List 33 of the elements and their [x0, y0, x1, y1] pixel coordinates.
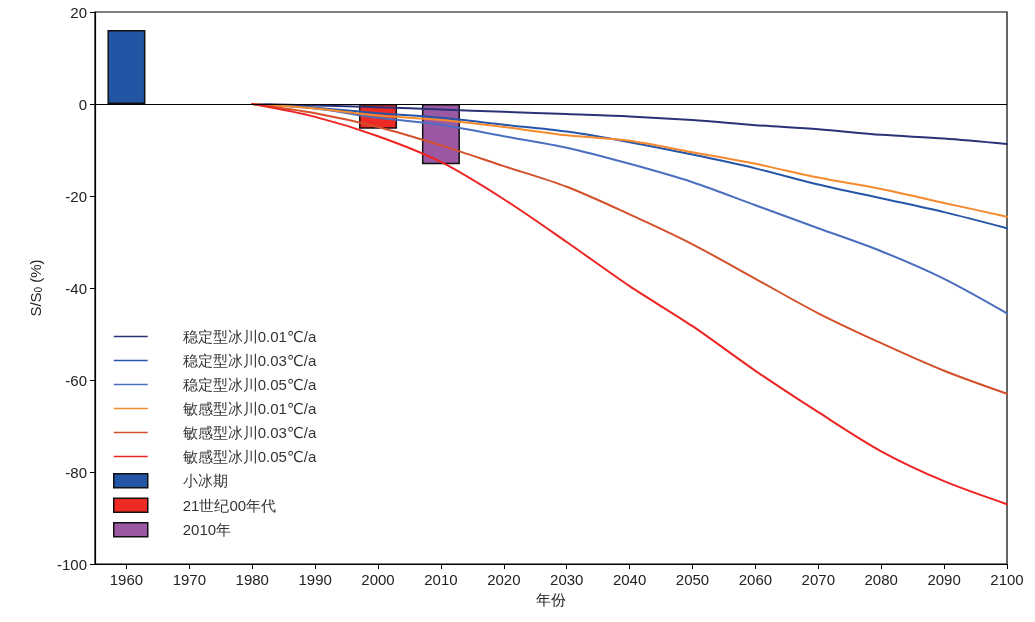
x-tick-label: 2060 [738, 571, 773, 588]
y-tick-label: -80 [65, 463, 87, 481]
legend-label: 小冰期 [182, 472, 228, 490]
x-axis-title: 年份 [536, 590, 566, 608]
x-tick-label: 2050 [675, 571, 710, 588]
x-tick-label: 2100 [990, 571, 1024, 588]
x-tick-label: 2030 [550, 571, 584, 588]
y-tick-label: -20 [65, 187, 87, 205]
x-tick-label: 2010 [424, 571, 458, 588]
x-tick-label: 1980 [235, 571, 269, 588]
y-axis-title: S/S0 (%) [27, 259, 44, 317]
x-tick-label: 2000 [361, 571, 395, 588]
legend-label: 稳定型冰川0.03℃/a [182, 352, 317, 369]
y-tick-label: 0 [78, 95, 87, 113]
x-tick-label: 1970 [172, 571, 207, 588]
legend-label: 2010年 [182, 521, 232, 539]
legend-label: 敏感型冰川0.05℃/a [182, 448, 317, 465]
legend-label: 稳定型冰川0.01℃/a [182, 328, 317, 345]
y-tick-label: -40 [65, 279, 87, 297]
x-tick-label: 2090 [927, 571, 961, 588]
x-tick-label: 1990 [298, 571, 332, 588]
legend-label: 稳定型冰川0.05℃/a [182, 376, 317, 393]
legend-label: 21世纪00年代 [182, 496, 277, 514]
legend-label: 敏感型冰川0.01℃/a [182, 400, 317, 417]
x-tick-label: 2080 [864, 571, 898, 588]
legend-label: 敏感型冰川0.03℃/a [182, 424, 317, 441]
x-tick-label: 2070 [801, 571, 835, 588]
x-tick-label: 2040 [612, 571, 647, 588]
y-tick-label: -100 [56, 555, 87, 573]
x-tick-label: 2020 [487, 571, 521, 588]
y-tick-label: -60 [65, 371, 87, 389]
x-tick-label: 1960 [109, 571, 144, 588]
y-tick-label: 20 [70, 3, 87, 21]
